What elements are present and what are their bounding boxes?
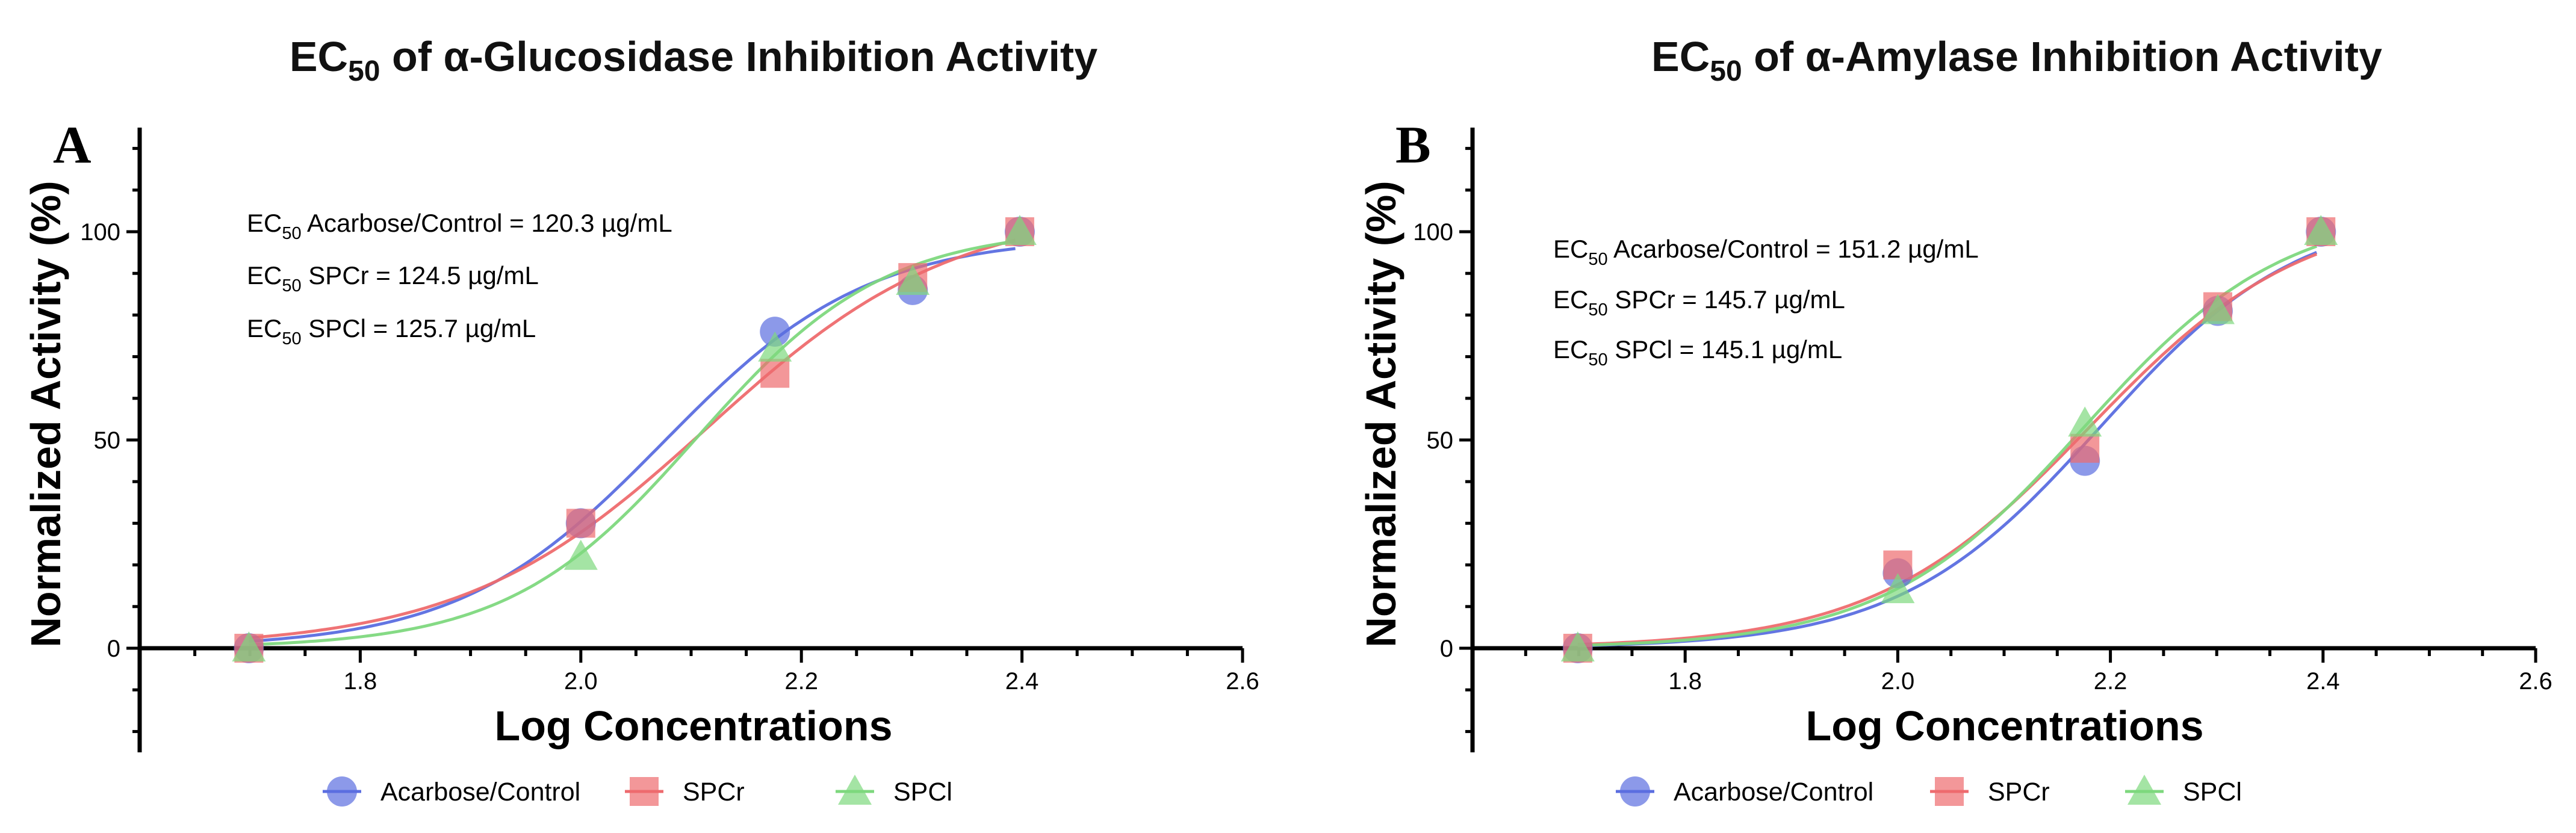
x-tick-label: 1.8 — [1668, 668, 1702, 695]
legend-marker — [838, 775, 872, 805]
y-tick-label: 0 — [107, 636, 120, 662]
ec50-annotation: EC50 Acarbose/Control = 120.3 µg/mL — [247, 209, 672, 243]
legend-label: Acarbose/Control — [1674, 778, 1873, 807]
x-tick-label: 2.4 — [2306, 668, 2340, 695]
data-point — [896, 265, 930, 296]
y-tick-label: 50 — [1427, 427, 1454, 454]
x-tick-label: 2.6 — [1226, 668, 1259, 695]
data-point — [1002, 215, 1037, 245]
data-point — [758, 331, 792, 362]
legend-label: SPCr — [683, 778, 745, 807]
chart-title: EC50 of α-Amylase Inhibition Activity — [1651, 33, 2382, 87]
data-point — [563, 539, 598, 570]
ec50-annotation: EC50 SPCl = 125.7 µg/mL — [247, 314, 536, 348]
chart-title: EC50 of α-Glucosidase Inhibition Activit… — [290, 33, 1097, 87]
legend-label: SPCr — [1988, 778, 2050, 807]
x-tick-label: 2.0 — [564, 668, 598, 695]
legend-marker — [1620, 776, 1650, 807]
data-point — [566, 509, 595, 538]
data-point — [2068, 406, 2102, 437]
legend-marker — [1935, 777, 1964, 806]
panel-label: A — [53, 116, 92, 175]
y-tick-label: 100 — [80, 219, 120, 246]
y-tick-label: 0 — [1440, 636, 1453, 662]
x-tick-label: 2.2 — [784, 668, 818, 695]
x-tick-label: 2.2 — [2094, 668, 2128, 695]
fit-curve-spcl — [249, 240, 1016, 646]
data-point — [2304, 215, 2338, 245]
y-tick-label: 100 — [1413, 219, 1453, 246]
fit-curve-spcl — [1577, 244, 2318, 647]
ec50-annotation: EC50 SPCr = 124.5 µg/mL — [247, 261, 539, 296]
data-point — [1881, 573, 1915, 604]
x-tick-label: 1.8 — [344, 668, 377, 695]
ec50-annotation: EC50 SPCl = 145.1 µg/mL — [1553, 335, 1842, 370]
legend-label: Acarbose/Control — [380, 778, 580, 807]
chart-panel-b: EC50 of α-Amylase Inhibition Activity B … — [1358, 33, 2553, 807]
fit-curve-acarbose-control — [249, 247, 1016, 643]
data-point — [2200, 294, 2235, 324]
legend-label: SPCl — [2183, 778, 2242, 807]
y-tick-label: 50 — [94, 427, 121, 454]
ec50-annotation: EC50 Acarbose/Control = 151.2 µg/mL — [1553, 235, 1979, 269]
data-point — [2070, 433, 2100, 463]
x-tick-label: 2.0 — [1881, 668, 1915, 695]
legend-marker — [327, 776, 357, 807]
panel-label: B — [1395, 116, 1431, 175]
ec50-annotation: EC50 SPCr = 145.7 µg/mL — [1553, 285, 1845, 320]
x-axis-label: Log Concentrations — [494, 702, 892, 749]
x-tick-label: 2.6 — [2519, 668, 2553, 695]
data-point — [1560, 631, 1595, 661]
chart-panel-a: EC50 of α-Glucosidase Inhibition Activit… — [22, 33, 1259, 807]
fit-curve-spcr — [249, 238, 1016, 640]
legend-marker — [630, 777, 659, 806]
data-point — [232, 631, 266, 661]
legend-marker — [2128, 775, 2161, 805]
legend-label: SPCl — [893, 778, 952, 807]
fit-curve-spcr — [1577, 252, 2318, 646]
y-axis-label: Normalized Activity (%) — [22, 181, 69, 647]
x-tick-label: 2.4 — [1005, 668, 1039, 695]
y-axis-label: Normalized Activity (%) — [1358, 181, 1404, 647]
data-point — [760, 359, 790, 388]
x-axis-label: Log Concentrations — [1805, 702, 2203, 749]
